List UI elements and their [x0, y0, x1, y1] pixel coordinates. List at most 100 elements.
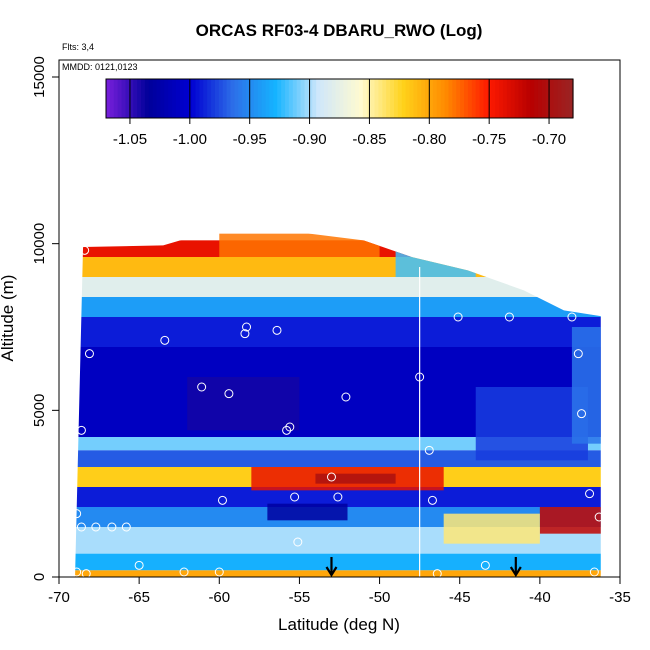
y-axis-label: Altitude (m) [0, 275, 17, 362]
colorbar-segment [506, 79, 512, 118]
colorbar-segment [417, 79, 422, 118]
colorbar-segment [261, 79, 267, 118]
colorbar-segment [436, 79, 442, 118]
sample-point [272, 325, 282, 335]
heatmap-band [75, 437, 601, 451]
date-note: MMDD: 0121,0123 [62, 62, 138, 72]
heatmap-feature [539, 507, 601, 534]
colorbar-segment [218, 79, 224, 118]
colorbar-segment [203, 79, 208, 118]
x-tick-label: -70 [48, 589, 70, 606]
sample-point [577, 409, 587, 419]
overlay-layer [72, 245, 620, 577]
colorbar-segment [253, 79, 259, 118]
x-tick-label: -50 [369, 589, 391, 606]
sample-point [76, 522, 86, 532]
sample-point [567, 312, 577, 322]
colorbar-segment [557, 79, 562, 118]
sample-point [72, 509, 82, 519]
sample-point [240, 329, 250, 339]
colorbar-segment [355, 79, 360, 118]
sample-point [594, 512, 604, 522]
colorbar-segment [432, 79, 438, 118]
y-tick-label: 0 [31, 573, 48, 581]
sample-point [107, 522, 117, 532]
sample-point [282, 425, 292, 435]
sample-point [224, 389, 234, 399]
colorbar-segment [211, 79, 216, 118]
colorbar-segment [444, 79, 450, 118]
heatmap-field [75, 233, 601, 577]
colorbar-frame [105, 78, 574, 119]
colorbar-segment [226, 79, 232, 118]
colorbar-segment [331, 79, 337, 118]
colorbar-segment [483, 79, 488, 118]
colorbar-segment [137, 79, 142, 118]
colorbar-segment [541, 79, 547, 118]
colorbar-segment [246, 79, 251, 118]
heatmap-feature [315, 473, 396, 484]
sample-point [341, 392, 351, 402]
colorbar-segment [351, 79, 356, 118]
colorbar-segment [390, 79, 395, 118]
sample-point [415, 372, 425, 382]
colorbar-segment [285, 79, 290, 118]
colorbar-segment [316, 79, 321, 118]
colorbar-segment [133, 79, 138, 118]
x-tick-label: -35 [609, 589, 631, 606]
sample-point [214, 567, 224, 577]
colorbar-segment [129, 79, 134, 118]
colorbar-segment [195, 79, 200, 118]
colorbar-segment [545, 79, 551, 118]
colorbar-segment [347, 79, 352, 118]
sample-point [424, 445, 434, 455]
colorbar-segment [308, 79, 313, 118]
heatmap-feature [395, 247, 476, 277]
x-tick-label: -55 [289, 589, 311, 606]
colorbar-segment [518, 79, 524, 118]
y-tick-label: 5000 [31, 394, 48, 427]
colorbar-segment [144, 79, 150, 118]
colorbar-segment [207, 79, 212, 118]
heatmap-band [75, 450, 601, 467]
colorbar-segment [304, 79, 309, 118]
colorbar-segment [335, 79, 341, 118]
heatmap-feature [571, 327, 601, 444]
x-axis-label: Latitude (deg N) [278, 615, 400, 634]
x-tick-label: -60 [208, 589, 230, 606]
heatmap-band [75, 257, 601, 277]
colorbar-segment [292, 79, 298, 118]
colorbar-segment [109, 79, 115, 118]
colorbar-segment [323, 79, 329, 118]
colorbar-segment [106, 79, 111, 118]
colorbar-tick-label: -0.95 [233, 131, 267, 148]
colorbar-segment [183, 79, 189, 118]
heatmap-band [75, 317, 601, 347]
colorbar-segment [405, 79, 411, 118]
colorbar-segment [569, 79, 574, 118]
colorbar-segment [269, 79, 274, 118]
colorbar-segment [343, 79, 348, 118]
position-arrow [325, 557, 338, 577]
colorbar-segment [125, 79, 130, 118]
colorbar-segment [534, 79, 539, 118]
colorbar-segment [460, 79, 465, 118]
colorbar-segment [425, 79, 430, 118]
colorbar-segment [296, 79, 302, 118]
colorbar-segment [429, 79, 434, 118]
colorbar-segment [168, 79, 173, 118]
x-axis: -70 -65 -60 -55 -50 -45 -40 -35 [48, 576, 631, 606]
colorbar-tick-label: -0.90 [292, 131, 326, 148]
colorbar-segment [386, 79, 391, 118]
colorbar-segment [440, 79, 446, 118]
sample-point [480, 560, 490, 570]
colorbar-segment [152, 79, 158, 118]
heatmap-band [75, 277, 601, 297]
y-axis: 0 5000 10000 15000 [31, 56, 60, 581]
colorbar-segment [553, 79, 559, 118]
sample-point [84, 349, 94, 359]
colorbar-segment [121, 79, 127, 118]
colorbar-segment [238, 79, 243, 118]
colorbar-segment [409, 79, 415, 118]
colorbar-segment [561, 79, 566, 118]
